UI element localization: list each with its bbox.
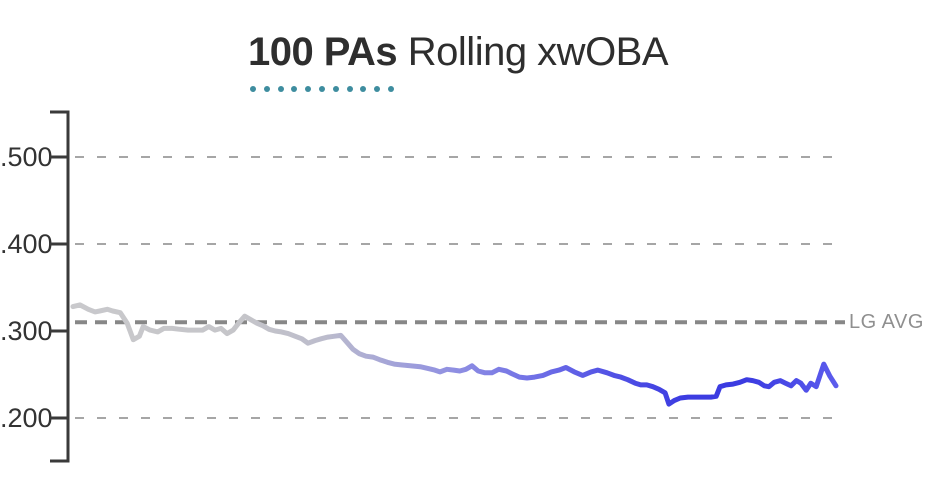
underline-dot-icon (360, 86, 367, 92)
chart-title: 100 PAs Rolling xwOBA (0, 30, 916, 92)
y-tick-label: .400 (0, 229, 53, 259)
league-avg-label: LG AVG (849, 311, 924, 334)
underline-dot-icon (263, 86, 270, 92)
underline-dot-icon (332, 86, 339, 92)
y-axis-labels: .500 .400 .300 .200 (0, 0, 53, 492)
underline-dot-icon (388, 86, 395, 92)
underline-dot-icon (277, 86, 284, 92)
underline-dot-icon (346, 86, 353, 92)
underline-dot-icon (319, 86, 326, 92)
underline-dot-icon (291, 86, 298, 92)
underline-dot-icon (249, 86, 256, 92)
y-axis-line (50, 110, 70, 463)
title-window-text: 100 PAs (247, 30, 398, 74)
rolling-xwoba-series-line (70, 302, 839, 407)
y-tick-label: .200 (0, 403, 53, 433)
title-underline-dots (249, 86, 395, 92)
underline-dot-icon (305, 86, 312, 92)
title-metric-text: Rolling xwOBA (407, 30, 669, 74)
title-rolling-window: 100 PAs (247, 30, 398, 92)
y-tick-label: .300 (0, 316, 53, 346)
underline-dot-icon (374, 86, 381, 92)
y-tick-label: .500 (0, 142, 53, 172)
